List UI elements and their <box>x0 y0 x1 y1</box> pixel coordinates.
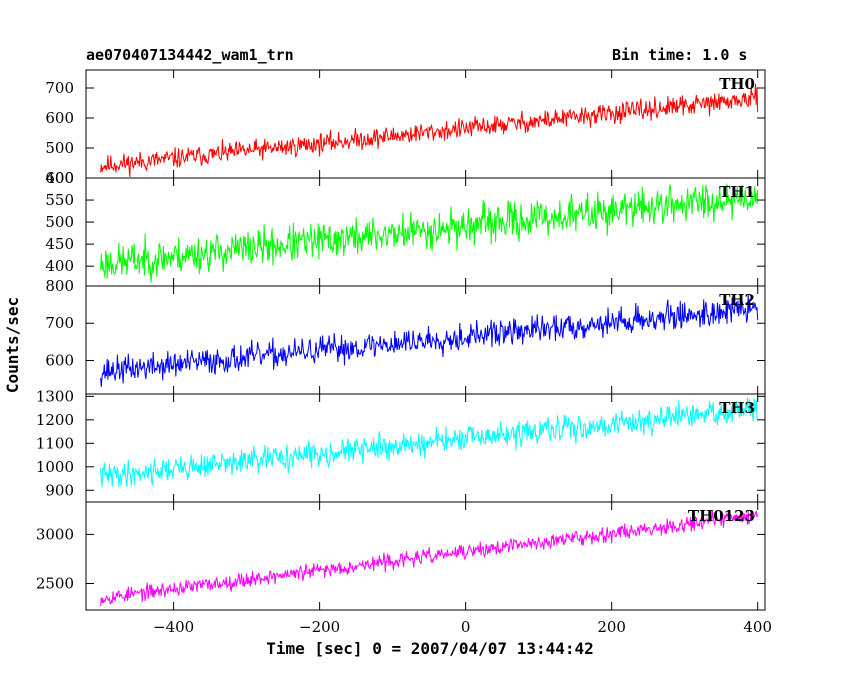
y-tick-label: 700 <box>45 314 74 332</box>
panel-label-th0123: TH0123 <box>688 507 755 525</box>
series-line-th3 <box>100 397 759 488</box>
series-line-th1 <box>100 183 759 283</box>
y-tick-label: 1200 <box>36 411 74 429</box>
panel-label-th2: TH2 <box>719 291 755 309</box>
x-axis-label: Time [sec] 0 = 2007/04/07 13:44:42 <box>266 639 594 658</box>
series-line-th0 <box>100 83 759 177</box>
panel-label-th3: TH3 <box>719 399 755 417</box>
y-tick-label: 2500 <box>36 574 74 592</box>
x-tick-label: 400 <box>743 618 772 636</box>
series-line-th0123 <box>100 509 759 607</box>
x-tick-label: −200 <box>299 618 340 636</box>
chart-title-left: ae070407134442_wam1_trn <box>86 46 294 64</box>
y-tick-label: 1300 <box>36 387 74 405</box>
y-tick-label: 3000 <box>36 525 74 543</box>
y-tick-label: 600 <box>45 109 74 127</box>
panel-frame-th0123 <box>85 501 766 611</box>
y-tick-label: 550 <box>45 191 74 209</box>
y-tick-label: 400 <box>45 169 74 187</box>
panel-frame-th0 <box>85 69 766 179</box>
y-tick-label: 1100 <box>36 434 74 452</box>
x-tick-label: 0 <box>461 618 471 636</box>
x-tick-label: 200 <box>597 618 626 636</box>
panel-label-th0: TH0 <box>719 75 755 93</box>
y-tick-label: 1000 <box>36 458 74 476</box>
y-tick-label: 600 <box>45 169 74 187</box>
y-axis-label: Counts/sec <box>3 297 22 393</box>
x-tick-label: −400 <box>153 618 194 636</box>
y-tick-label: 900 <box>45 481 74 499</box>
series-line-th2 <box>100 293 759 387</box>
bin-time-label: Bin time: 1.0 s <box>612 46 748 64</box>
y-tick-label: 400 <box>45 257 74 275</box>
panels: 400 500 600 700 TH0 400 450 500 550 600 TH1 600 700 8… <box>36 69 772 636</box>
y-tick-label: 500 <box>45 213 74 231</box>
y-tick-label: 450 <box>45 235 74 253</box>
y-tick-label: 500 <box>45 139 74 157</box>
y-tick-label: 800 <box>45 277 74 295</box>
y-tick-label: 700 <box>45 79 74 97</box>
y-tick-label: 600 <box>45 351 74 369</box>
panel-label-th1: TH1 <box>719 183 755 201</box>
